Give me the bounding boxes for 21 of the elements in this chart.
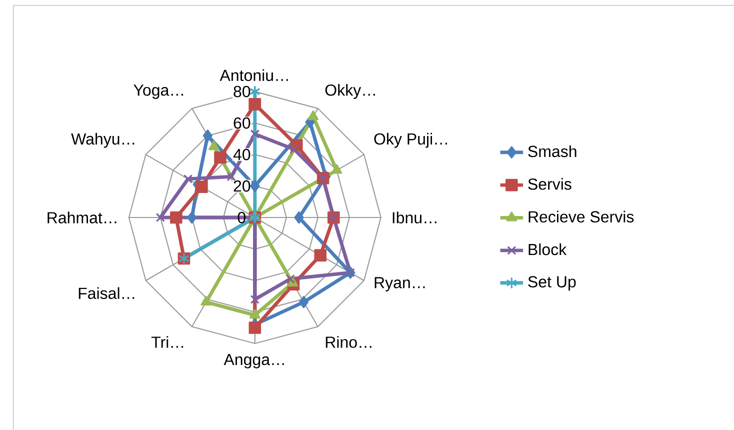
spoke-label: Okky… [325, 84, 375, 100]
y-tick-label: 40 [233, 149, 250, 160]
y-tick-label: 20 [234, 180, 250, 192]
spoke-label: Ryan… [374, 277, 425, 292]
spoke-label: Ibnu… [392, 212, 436, 224]
spoke-label: Oky Puji… [374, 133, 447, 148]
y-tick-label: 60 [234, 118, 250, 129]
legend-label: Servis [528, 178, 572, 190]
spoke-label: Yoga… [134, 84, 184, 100]
spoke-label: Faisal… [78, 287, 134, 300]
legend-label: Recieve Servis [528, 210, 634, 223]
spoke-label: Wahyu… [71, 133, 134, 148]
legend-label: Smash [528, 146, 576, 158]
spoke-label: Angga… [224, 354, 284, 368]
legend-label: Set Up [528, 276, 576, 291]
y-tick-label: 80 [234, 86, 250, 98]
spoke-label: Rino… [326, 336, 372, 348]
spoke-label: Rahmat… [48, 212, 116, 224]
spoke-label: Tri… [151, 336, 184, 348]
spoke-label: Antoniu… [220, 69, 288, 82]
legend-label: Block [528, 244, 567, 256]
